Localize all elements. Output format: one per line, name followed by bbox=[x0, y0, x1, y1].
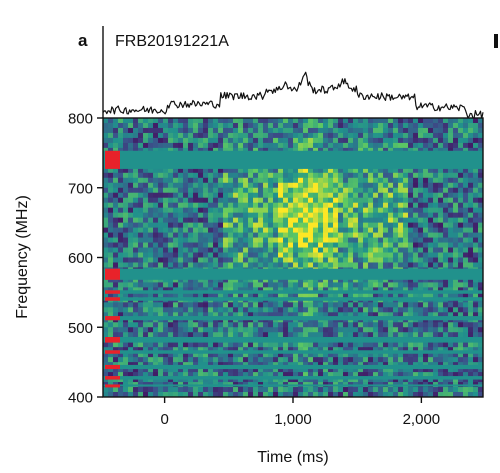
y-axis: 400 500 600 700 800 bbox=[68, 111, 103, 407]
masked-band bbox=[103, 316, 483, 321]
masked-band bbox=[103, 337, 483, 343]
masked-band bbox=[103, 268, 483, 280]
masked-band bbox=[103, 297, 483, 301]
y-tick-label: 800 bbox=[68, 111, 93, 128]
x-tick-label: 2,000 bbox=[403, 411, 441, 428]
flag-mark bbox=[105, 364, 120, 370]
pulse-profile bbox=[102, 26, 484, 120]
masked-band bbox=[103, 350, 483, 354]
profile-line bbox=[102, 71, 484, 120]
masked-band bbox=[103, 384, 483, 387]
masked-band bbox=[103, 376, 483, 380]
masked-band bbox=[103, 364, 483, 370]
y-tick-label: 500 bbox=[68, 320, 93, 337]
y-tick-label: 400 bbox=[68, 390, 93, 407]
flag-mark bbox=[105, 268, 120, 280]
masked-band bbox=[103, 150, 483, 169]
flagged-channel-marks bbox=[105, 150, 120, 388]
flag-mark bbox=[105, 290, 120, 294]
y-tick-label: 600 bbox=[68, 250, 93, 267]
flag-mark bbox=[105, 376, 120, 380]
x-tick-label: 0 bbox=[160, 411, 168, 428]
flag-mark bbox=[105, 316, 120, 321]
y-tick-label: 700 bbox=[68, 180, 93, 197]
x-tick-label: 1,000 bbox=[274, 411, 312, 428]
masked-band bbox=[103, 290, 483, 294]
flag-mark bbox=[105, 297, 120, 301]
y-axis-label: Frequency (MHz) bbox=[14, 195, 31, 319]
masked-bands bbox=[103, 150, 483, 387]
flag-mark bbox=[105, 350, 120, 354]
frb-title: FRB20191221A bbox=[115, 33, 229, 50]
dynamic-spectrum bbox=[103, 118, 483, 397]
flag-mark bbox=[105, 150, 120, 169]
adjacent-panel-edge bbox=[494, 34, 498, 48]
panel-letter: a bbox=[78, 31, 88, 50]
x-axis-label: Time (ms) bbox=[257, 449, 328, 466]
x-axis: 0 1,000 2,000 bbox=[160, 397, 440, 428]
flag-mark bbox=[105, 384, 120, 388]
flag-mark bbox=[105, 337, 120, 343]
